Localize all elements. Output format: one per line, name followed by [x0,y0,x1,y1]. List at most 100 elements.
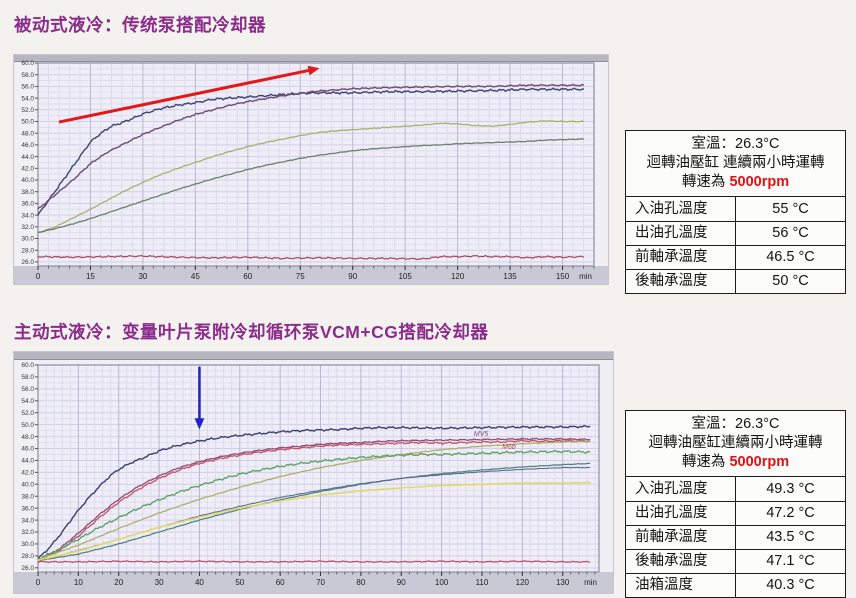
svg-text:56.0: 56.0 [21,84,34,91]
table-row: 入油孔溫度 49.3 °C [625,476,846,502]
temperature-value: 47.2 °C [735,500,846,526]
svg-text:70: 70 [316,578,325,587]
svg-text:90: 90 [397,578,406,587]
table-row: 出油孔溫度 56 °C [625,220,846,246]
passive-cooling-line-chart: 26.0 28.0 30.0 32.0 34.0 36.0 38.0 40.0 42.0 44.0… [14,55,608,284]
measurement-label: 入油孔溫度 [625,196,736,222]
table-header-row: 室溫：26.3°C 迴轉油壓缸連續兩小時運轉 轉速為 5000rpm [625,409,846,478]
passive-cooling-spec-table: 室溫：26.3°C 迴轉油壓缸 連續兩小時運轉 轉速為 5000rpm 入油孔溫… [625,129,846,294]
table-row: 入油孔溫度 55 °C [625,196,846,222]
svg-text:135: 135 [503,272,517,281]
temperature-value: 50 °C [735,268,846,294]
table-header-cell: 室溫：26.3°C 迴轉油壓缸 連續兩小時運轉 轉速為 5000rpm [625,129,846,198]
svg-text:60.0: 60.0 [21,362,34,369]
svg-text:34.0: 34.0 [21,212,34,219]
svg-text:110: 110 [476,578,489,587]
svg-text:10: 10 [74,578,83,587]
temperature-value: 56 °C [735,220,846,246]
svg-text:54.0: 54.0 [21,95,34,102]
table-header-row: 室溫：26.3°C 迴轉油壓缸 連續兩小時運轉 轉速為 5000rpm [625,129,846,198]
svg-text:48.0: 48.0 [21,130,34,137]
measurement-label: 入油孔溫度 [625,476,736,502]
svg-text:50.0: 50.0 [21,422,34,429]
svg-text:52.0: 52.0 [21,410,34,417]
svg-text:38.0: 38.0 [21,189,34,196]
svg-text:40.0: 40.0 [21,482,34,489]
svg-text:30.0: 30.0 [21,236,34,243]
rpm-value: 5000rpm [729,454,790,471]
table-row: 出油孔溫度 47.2 °C [625,500,846,526]
measurement-label: 油箱溫度 [625,572,736,598]
svg-text:80: 80 [356,578,365,587]
svg-text:30: 30 [155,578,164,587]
svg-text:60: 60 [243,272,252,281]
svg-text:42.0: 42.0 [21,470,34,477]
active-cooling-title: 主动式液冷：变量叶片泵附冷却循环泵VCM+CG搭配冷却器 [14,322,489,342]
svg-text:20: 20 [114,578,123,587]
svg-text:32.0: 32.0 [21,529,34,536]
svg-text:15: 15 [86,272,95,281]
table-row: 後軸承溫度 50 °C [625,268,846,294]
svg-text:120: 120 [451,272,465,281]
svg-text:30.0: 30.0 [21,541,34,548]
test-condition-line: 迴轉油壓缸連續兩小時運轉 [648,435,823,452]
svg-text:100: 100 [435,578,449,587]
svg-text:50: 50 [235,578,244,587]
room-temp-line: 室溫：26.3°C [691,136,780,152]
test-condition-line: 迴轉油壓缸 連續兩小時運轉 [646,155,825,172]
svg-text:MV5: MV5 [474,431,489,438]
measurement-label: 出油孔溫度 [625,220,736,246]
svg-text:36.0: 36.0 [21,505,34,512]
svg-text:58.0: 58.0 [21,72,34,79]
temperature-value: 46.5 °C [735,244,846,270]
svg-text:54.0: 54.0 [21,398,34,405]
svg-text:46.0: 46.0 [21,446,34,453]
temperature-value: 47.1 °C [735,548,846,574]
svg-text:36.0: 36.0 [21,201,34,208]
table-header-cell: 室溫：26.3°C 迴轉油壓缸連續兩小時運轉 轉速為 5000rpm [625,409,846,478]
measurement-label: 前軸承溫度 [625,244,736,270]
svg-text:60.0: 60.0 [21,60,34,67]
svg-text:75: 75 [296,272,305,281]
svg-text:0: 0 [36,272,41,281]
temperature-value: 49.3 °C [735,476,846,502]
rpm-value: 5000rpm [729,174,790,191]
svg-text:28.0: 28.0 [21,553,34,560]
svg-text:44.0: 44.0 [21,458,34,465]
svg-text:32.0: 32.0 [21,224,34,231]
svg-text:34.0: 34.0 [21,517,34,524]
svg-text:M6b: M6b [502,444,516,451]
passive-cooling-title: 被动式液冷：传统泵搭配冷却器 [14,15,266,35]
svg-text:44.0: 44.0 [21,154,34,161]
svg-text:56.0: 56.0 [21,386,34,393]
table-row: 前軸承溫度 43.5 °C [625,524,846,550]
svg-text:min: min [584,578,597,587]
svg-text:150: 150 [556,272,570,281]
svg-text:90: 90 [348,272,357,281]
svg-text:26.0: 26.0 [21,259,34,266]
svg-text:40.0: 40.0 [21,177,34,184]
active-cooling-spec-table: 室溫：26.3°C 迴轉油壓缸連續兩小時運轉 轉速為 5000rpm 入油孔溫度… [625,409,846,598]
rpm-line: 轉速為 5000rpm [681,454,790,471]
svg-text:0: 0 [36,578,41,587]
rpm-line: 轉速為 5000rpm [681,174,790,191]
svg-text:min: min [579,272,592,281]
svg-text:120: 120 [516,578,530,587]
svg-text:60: 60 [276,578,285,587]
svg-text:40: 40 [195,578,204,587]
measurement-label: 前軸承溫度 [625,524,736,550]
svg-text:26.0: 26.0 [21,565,34,572]
active-cooling-line-chart: 26.0 28.0 30.0 32.0 34.0 36.0 38.0 40.0 42.0 44.0… [14,352,613,593]
svg-text:58.0: 58.0 [21,374,34,381]
svg-text:48.0: 48.0 [21,434,34,441]
svg-text:30: 30 [138,272,147,281]
svg-text:52.0: 52.0 [21,107,34,114]
svg-text:28.0: 28.0 [21,247,34,254]
svg-text:46.0: 46.0 [21,142,34,149]
table-row: 油箱溫度 40.3 °C [625,572,846,598]
svg-text:130: 130 [556,578,570,587]
table-row: 前軸承溫度 46.5 °C [625,244,846,270]
measurement-label: 後軸承溫度 [625,268,736,294]
temperature-value: 40.3 °C [735,572,846,598]
temperature-value: 43.5 °C [735,524,846,550]
